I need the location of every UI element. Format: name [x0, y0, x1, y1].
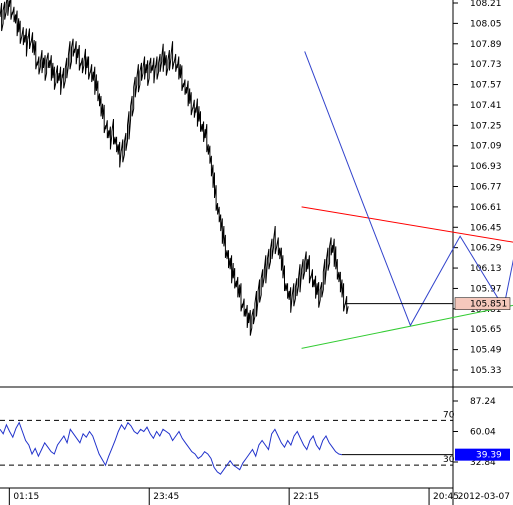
rsi-tick-label: 60.04: [470, 428, 496, 438]
price-line: [0, 0, 349, 336]
price-tick-label: 105.33: [470, 366, 502, 376]
price-tick-label: 106.13: [470, 264, 502, 274]
price-last-value: 105.851: [345, 297, 511, 310]
price-series: [0, 0, 349, 336]
price-tick-label: 105.97: [470, 284, 502, 294]
rsi-last-value: 39.39: [342, 448, 510, 461]
footer-date: 2012-03-07: [458, 492, 510, 502]
price-tick-label: 107.89: [470, 40, 502, 50]
rsi-level-label: 30: [443, 455, 455, 465]
rsi-axis: 87.24 60.04 32.84: [453, 397, 496, 468]
price-tick-label: 108.05: [470, 19, 502, 29]
price-tick-label: 105.49: [470, 346, 502, 356]
rsi-tick-label: 32.84: [470, 458, 496, 468]
price-tick-label: 108.21: [470, 0, 502, 9]
price-tick-label: 105.65: [470, 325, 502, 335]
price-tick-label: 106.77: [470, 183, 502, 193]
price-tick-label: 106.29: [470, 244, 502, 254]
time-tick-label: 22:15: [293, 492, 319, 502]
time-tick-label: 23:45: [153, 492, 179, 502]
price-tick-label: 107.41: [470, 101, 502, 111]
rsi-last-label: 39.39: [476, 451, 502, 461]
rsi-tick-label: 87.24: [470, 397, 496, 407]
price-tick-label: 107.25: [470, 121, 502, 131]
price-last-label: 105.851: [470, 300, 507, 310]
upper-trendline: [301, 206, 513, 243]
zigzag-line: [304, 51, 513, 327]
price-last-badge: [454, 297, 511, 310]
rsi-panel: 87.24 60.04 32.84 70 30 39.39: [0, 397, 510, 475]
price-tick-label: 107.09: [470, 142, 502, 152]
price-tick-label: 106.45: [470, 223, 502, 233]
rsi-level-label: 70: [443, 410, 455, 420]
price-tick-label: 106.93: [470, 162, 502, 172]
rsi-line: [0, 421, 343, 475]
rsi-last-badge: [455, 448, 510, 461]
time-tick-label: 20:45: [433, 492, 459, 502]
price-tick-label: 107.57: [470, 81, 502, 91]
rsi-series: [0, 421, 343, 475]
price-tick-label: 106.61: [470, 203, 502, 213]
price-panel: 108.21 108.05 107.89 107.73 107.57 107.41 107.…: [0, 0, 513, 376]
time-tick-label: 01:15: [13, 492, 39, 502]
price-tick-label: 107.73: [470, 60, 502, 70]
price-axis: 108.21 108.05 107.89 107.73 107.57 107.41 107.…: [453, 0, 502, 376]
